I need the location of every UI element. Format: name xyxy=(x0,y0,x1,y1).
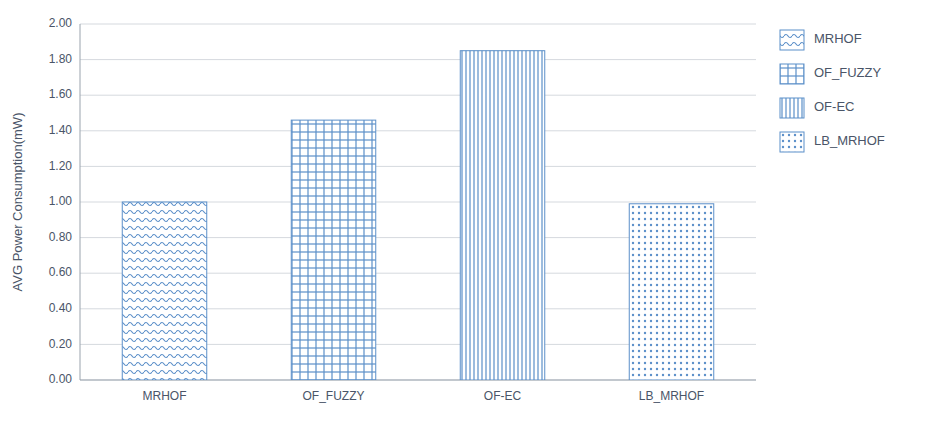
legend-swatch xyxy=(780,98,804,118)
y-tick-label: 0.20 xyxy=(49,337,73,351)
background xyxy=(0,0,946,430)
x-tick-label: OF_FUZZY xyxy=(303,389,365,403)
bar xyxy=(122,202,207,380)
x-tick-label: LB_MRHOF xyxy=(639,389,704,403)
grid-line xyxy=(80,130,756,131)
grid xyxy=(80,24,756,380)
legend: MRHOF OF_FUZZY OF-EC LB_MRHOF xyxy=(780,30,885,152)
bars xyxy=(122,51,714,380)
x-tick-label: OF-EC xyxy=(484,389,522,403)
bar xyxy=(460,51,545,380)
x-tick-label: MRHOF xyxy=(143,389,187,403)
y-tick-label: 1.40 xyxy=(49,123,73,137)
y-tick-label: 1.60 xyxy=(49,87,73,101)
legend-swatch xyxy=(780,64,804,84)
y-tick-label: 2.00 xyxy=(49,16,73,30)
y-tick-label: 1.00 xyxy=(49,194,73,208)
chart-container: 0.00 0.20 0.40 0.60 0.80 1.00 1.20 1.40 1.60 1.80… xyxy=(0,0,946,430)
chart-svg: 0.00 0.20 0.40 0.60 0.80 1.00 1.20 1.40 1.60 1.80… xyxy=(0,0,946,430)
legend-label: MRHOF xyxy=(814,31,862,46)
y-tick-label: 1.80 xyxy=(49,52,73,66)
grid-line xyxy=(80,95,756,96)
y-tick-label: 1.20 xyxy=(49,159,73,173)
y-tick-label: 0.00 xyxy=(49,372,73,386)
legend-label: OF_FUZZY xyxy=(814,65,881,80)
legend-swatch xyxy=(780,132,804,152)
bar xyxy=(291,120,376,380)
legend-swatch xyxy=(780,30,804,50)
legend-label: OF-EC xyxy=(814,99,854,114)
legend-label: LB_MRHOF xyxy=(814,133,885,148)
grid-line xyxy=(80,59,756,60)
y-tick-label: 0.80 xyxy=(49,230,73,244)
grid-line xyxy=(80,24,756,25)
y-tick-label: 0.60 xyxy=(49,265,73,279)
y-tick-label: 0.40 xyxy=(49,301,73,315)
y-axis-label: AVG Power Consumption(mW) xyxy=(10,113,25,292)
grid-line xyxy=(80,166,756,167)
y-axis-line xyxy=(80,24,81,380)
bar xyxy=(629,204,714,380)
